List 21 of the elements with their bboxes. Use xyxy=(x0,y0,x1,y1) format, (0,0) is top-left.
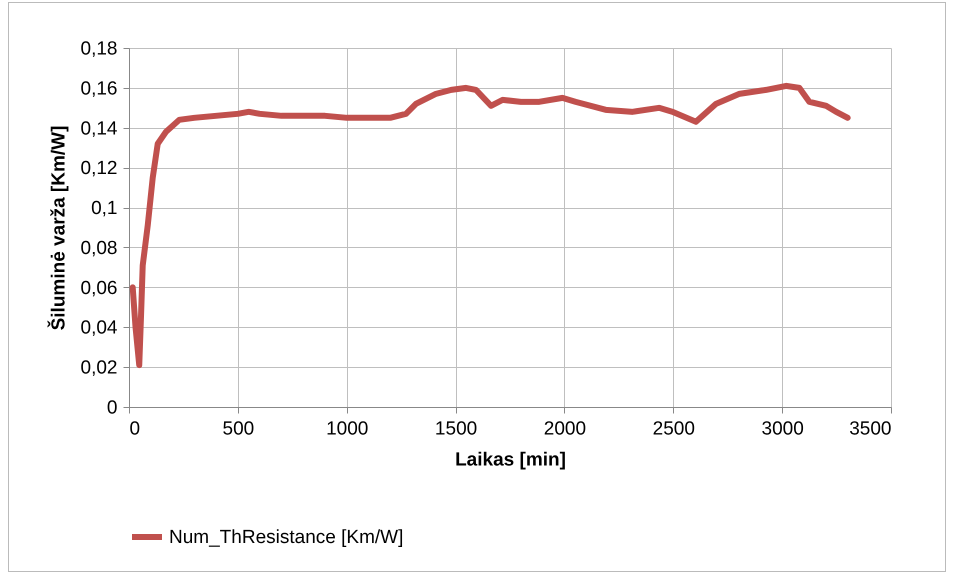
x-tick-label: 1000 xyxy=(326,418,368,440)
y-tick-label: 0,06 xyxy=(80,278,118,299)
x-tick-label: 3500 xyxy=(849,418,892,440)
y-tick-label: 0,16 xyxy=(80,78,118,100)
x-tick-label: 1500 xyxy=(434,418,478,440)
y-tick-label: 0,12 xyxy=(80,158,118,180)
x-axis-title: Laikas [min] xyxy=(455,450,566,470)
y-tick-label: 0,08 xyxy=(80,238,118,259)
y-tick-label: 0,02 xyxy=(80,358,118,379)
x-tick-label: 3000 xyxy=(762,418,804,440)
y-tick-label: 0,14 xyxy=(80,118,118,140)
x-tick-label: 2000 xyxy=(544,418,586,440)
y-tick-label: 0,04 xyxy=(80,318,118,339)
y-axis-title: Šiluminė varža [Km/W] xyxy=(46,126,70,330)
x-tick-label: 500 xyxy=(222,418,254,440)
y-tick-label: 0,1 xyxy=(91,198,118,220)
y-tick-label: 0,18 xyxy=(80,38,118,60)
legend-label: Num_ThResistance [Km/W] xyxy=(169,527,404,548)
x-tick-label: 0 xyxy=(130,418,140,440)
x-tick-label: 2500 xyxy=(652,418,695,440)
y-tick-label: 0 xyxy=(106,398,118,418)
